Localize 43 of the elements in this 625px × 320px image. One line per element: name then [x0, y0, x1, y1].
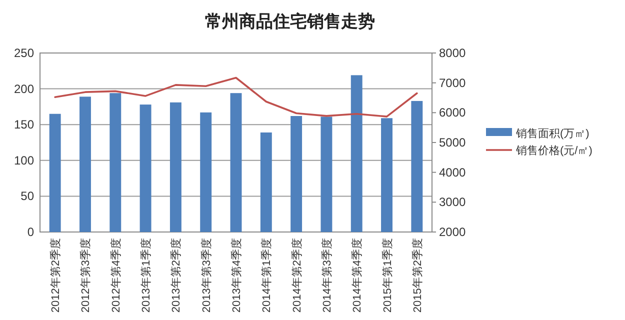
x-tick-label: 2013年第1季度	[140, 238, 153, 313]
bar	[49, 114, 61, 232]
x-tick-label: 2014年第1季度	[260, 238, 274, 313]
bar	[230, 93, 242, 232]
x-tick-label: 2013年第3季度	[200, 238, 213, 313]
x-tick-label: 2012年第3季度	[79, 238, 92, 313]
y2-tick-label: 5000	[439, 136, 466, 150]
y-tick-label: 100	[14, 153, 34, 168]
bar	[320, 116, 332, 232]
y-tick-label: 150	[14, 118, 34, 132]
y2-tick-label: 2000	[439, 225, 466, 239]
bar	[350, 75, 362, 232]
x-tick-label: 2015年第1季度	[380, 238, 394, 313]
bar	[381, 118, 392, 232]
y-tick-label: 50	[20, 189, 34, 204]
x-tick-label: 2014年第3季度	[320, 238, 334, 313]
x-tick-label: 2012年第4季度	[109, 238, 122, 313]
y-tick-label: 200	[14, 82, 34, 96]
y2-tick-label: 4000	[439, 165, 466, 180]
bar	[411, 100, 423, 232]
x-tick-label: 2013年第4季度	[230, 238, 243, 313]
x-tick-label: 2015年第2季度	[410, 238, 424, 313]
bar	[110, 93, 122, 232]
bar	[80, 96, 91, 232]
y2-tick-label: 3000	[439, 195, 466, 210]
bar	[140, 104, 152, 232]
bar	[260, 132, 272, 232]
x-tick-label: 2013年第2季度	[170, 238, 183, 313]
y-tick-label: 0	[27, 225, 34, 239]
x-tick-label: 2014年第2季度	[290, 238, 304, 313]
line-series	[54, 76, 418, 118]
legend-label: 销售价格(元/㎡)	[515, 145, 592, 157]
x-tick-label: 2014年第4季度	[350, 238, 364, 313]
chart-title: 常州商品住宅销售走势	[205, 12, 375, 32]
legend-label: 销售面积(万㎡)	[515, 128, 590, 140]
y-tick-label: 250	[14, 46, 34, 60]
bar	[200, 112, 212, 232]
y2-tick-label: 8000	[439, 46, 466, 60]
y2-tick-label: 7000	[439, 76, 466, 90]
bar	[170, 102, 182, 232]
y2-tick-label: 6000	[439, 106, 466, 120]
x-tick-label: 2012年第2季度	[49, 238, 62, 313]
bar	[290, 116, 302, 232]
